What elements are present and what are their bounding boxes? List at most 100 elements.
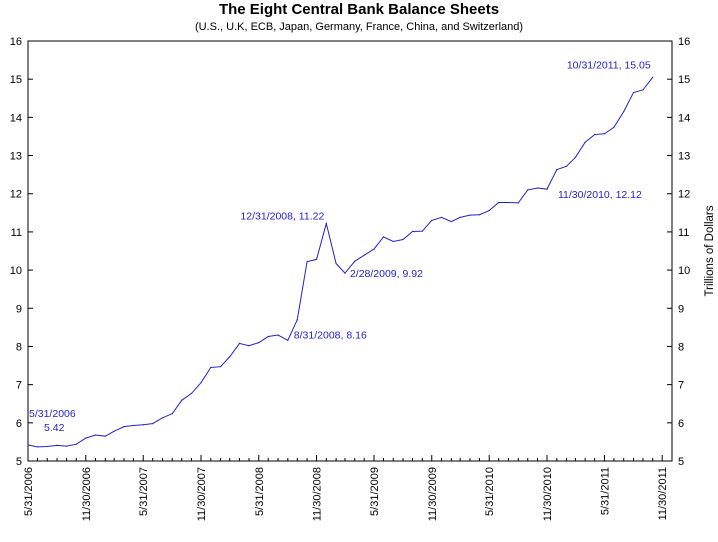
y-tick-label-right: 13 — [678, 151, 690, 163]
y-tick-label-left: 7 — [16, 380, 22, 392]
data-point — [556, 169, 558, 171]
data-point — [421, 230, 423, 232]
y-tick-label-left: 9 — [16, 303, 22, 315]
data-point — [402, 238, 404, 241]
data-point — [450, 221, 452, 223]
data-point — [94, 434, 97, 436]
data-point — [354, 260, 356, 262]
data-point — [488, 209, 490, 212]
data-point — [142, 424, 144, 426]
data-point — [238, 342, 241, 344]
data-point — [469, 214, 471, 216]
y-tick-label-left: 11 — [11, 227, 22, 239]
y-tick-label-left: 8 — [16, 341, 22, 353]
data-point — [104, 435, 106, 437]
data-point — [594, 133, 596, 136]
y-tick-label-left: 10 — [10, 265, 22, 277]
y-tick-label-right: 5 — [678, 456, 684, 468]
data-point — [440, 216, 443, 218]
x-tick-label: 11/30/2008 — [312, 467, 324, 521]
plot-frame — [27, 40, 673, 462]
data-point — [392, 240, 394, 243]
data-point — [536, 187, 539, 189]
annotation-label: 5.42 — [44, 422, 65, 434]
data-point — [65, 445, 68, 447]
annotation-label: 5/31/2006 — [29, 408, 76, 420]
annotation-label: 12/31/2008, 11.22 — [240, 211, 324, 223]
x-tick-label: 11/30/2007 — [196, 467, 208, 521]
data-point — [258, 342, 260, 344]
chart-title: The Eight Central Bank Balance Sheets — [218, 1, 500, 18]
y-tick-label-left: 15 — [10, 74, 22, 86]
y-tick-label-right: 6 — [678, 418, 684, 430]
series-line — [27, 76, 654, 448]
y-tick-label-left: 16 — [10, 36, 22, 48]
data-point — [27, 444, 29, 446]
data-point — [248, 345, 250, 347]
data-point — [113, 430, 115, 432]
y-tick-label-right: 10 — [678, 265, 690, 277]
data-point — [132, 424, 135, 427]
data-point — [229, 356, 231, 358]
data-point — [498, 201, 500, 204]
data-point — [652, 76, 654, 78]
y-tick-label-right: 16 — [678, 36, 690, 48]
data-point — [517, 202, 519, 204]
y-tick-label-right: 8 — [678, 341, 684, 353]
data-point — [171, 413, 173, 415]
data-point — [200, 382, 202, 384]
x-tick-label: 11/30/2010 — [542, 467, 554, 521]
annotation-label: 10/31/2011, 15.05 — [567, 59, 651, 71]
y-tick-label-left: 12 — [10, 189, 22, 201]
data-point — [306, 261, 308, 263]
data-point — [459, 216, 461, 218]
data-point — [411, 230, 414, 233]
x-tick-label: 5/31/2010 — [484, 467, 496, 516]
y-tick-label-right: 15 — [678, 74, 690, 86]
y-tick-label-left: 13 — [10, 151, 22, 163]
data-point — [574, 156, 577, 159]
data-point — [642, 89, 644, 91]
data-point — [219, 366, 222, 368]
data-point — [325, 222, 327, 225]
x-tick-label: 5/31/2009 — [369, 467, 381, 516]
x-tick-label: 5/31/2011 — [599, 467, 611, 515]
data-point — [36, 446, 39, 448]
x-tick-label: 11/30/2011 — [657, 467, 669, 520]
y-tick-label-right: 7 — [678, 380, 684, 392]
chart-subtitle: (U.S., U.K, ECB, Japan, Germany, France,… — [194, 21, 524, 33]
data-point — [335, 263, 337, 265]
data-point — [296, 319, 298, 321]
data-point — [613, 126, 615, 128]
data-point — [373, 248, 375, 250]
annotation-label: 11/30/2010, 12.12 — [558, 189, 642, 201]
y-tick-label-left: 6 — [16, 418, 22, 430]
y-tick-label-left: 14 — [10, 112, 22, 124]
data-point — [584, 141, 586, 143]
data-point — [546, 188, 548, 190]
x-tick-label: 5/31/2007 — [138, 467, 150, 516]
data-point — [363, 254, 365, 256]
data-point — [382, 236, 385, 238]
data-point — [603, 133, 606, 135]
y-tick-label-right: 12 — [678, 189, 690, 201]
data-point — [632, 91, 635, 94]
data-point — [507, 201, 510, 204]
y-tick-label-left: 5 — [16, 456, 22, 468]
data-point — [527, 189, 529, 191]
data-point — [123, 426, 125, 428]
y-axis-title: Trillions of Dollars — [704, 205, 716, 296]
annotation-label: 2/28/2009, 9.92 — [350, 268, 423, 280]
annotation-label: 8/31/2008, 8.16 — [294, 329, 367, 341]
data-point — [344, 272, 346, 274]
data-point — [190, 392, 193, 395]
data-point — [478, 214, 481, 216]
data-point — [431, 219, 433, 222]
data-point — [75, 443, 77, 445]
y-tick-label-right: 9 — [678, 303, 684, 315]
data-point — [565, 165, 568, 167]
y-tick-label-right: 14 — [678, 112, 690, 124]
data-point — [267, 335, 269, 338]
data-point — [46, 445, 48, 448]
